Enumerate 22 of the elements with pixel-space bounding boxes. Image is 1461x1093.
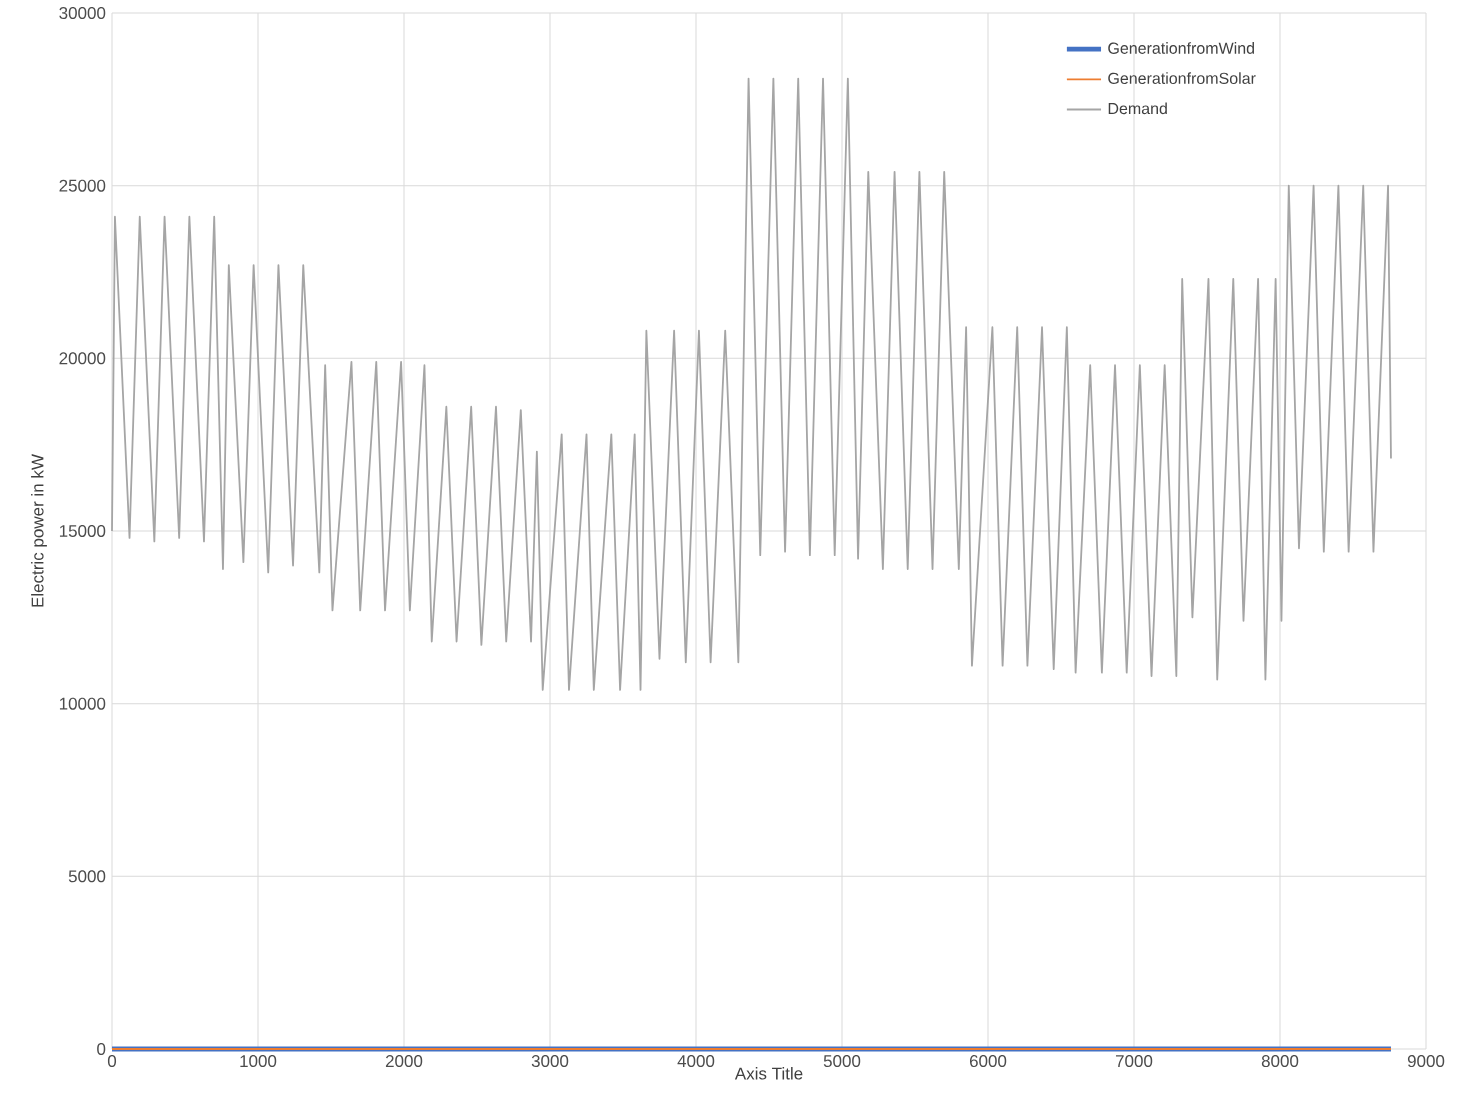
y-tick-label: 0 xyxy=(97,1043,106,1056)
legend-label: GenerationfromWind xyxy=(1108,42,1255,54)
x-tick-label: 2000 xyxy=(385,1055,423,1068)
x-tick-label: 4000 xyxy=(677,1055,715,1068)
legend-label: GenerationfromSolar xyxy=(1108,72,1256,85)
x-tick-label: 3000 xyxy=(531,1055,569,1068)
x-tick-label: 9000 xyxy=(1407,1055,1445,1068)
y-axis-title: Electric power in kW xyxy=(31,454,47,607)
x-tick-label: 1000 xyxy=(240,1055,277,1068)
y-tick-label: 15000 xyxy=(59,525,106,538)
y-tick-label: 25000 xyxy=(59,179,106,192)
x-axis-title: Axis Title xyxy=(734,1067,803,1080)
x-tick-label: 0 xyxy=(107,1055,117,1068)
x-tick-label: 5000 xyxy=(823,1055,861,1068)
y-tick-label: 30000 xyxy=(59,7,106,20)
x-tick-label: 8000 xyxy=(1261,1055,1299,1068)
y-tick-label: 20000 xyxy=(59,352,106,365)
legend-label: Demand xyxy=(1108,102,1167,115)
x-tick-label: 7000 xyxy=(1115,1055,1153,1068)
y-tick-label: 5000 xyxy=(68,870,106,883)
x-tick-label: 6000 xyxy=(969,1055,1007,1068)
y-tick-label: 10000 xyxy=(59,697,106,710)
